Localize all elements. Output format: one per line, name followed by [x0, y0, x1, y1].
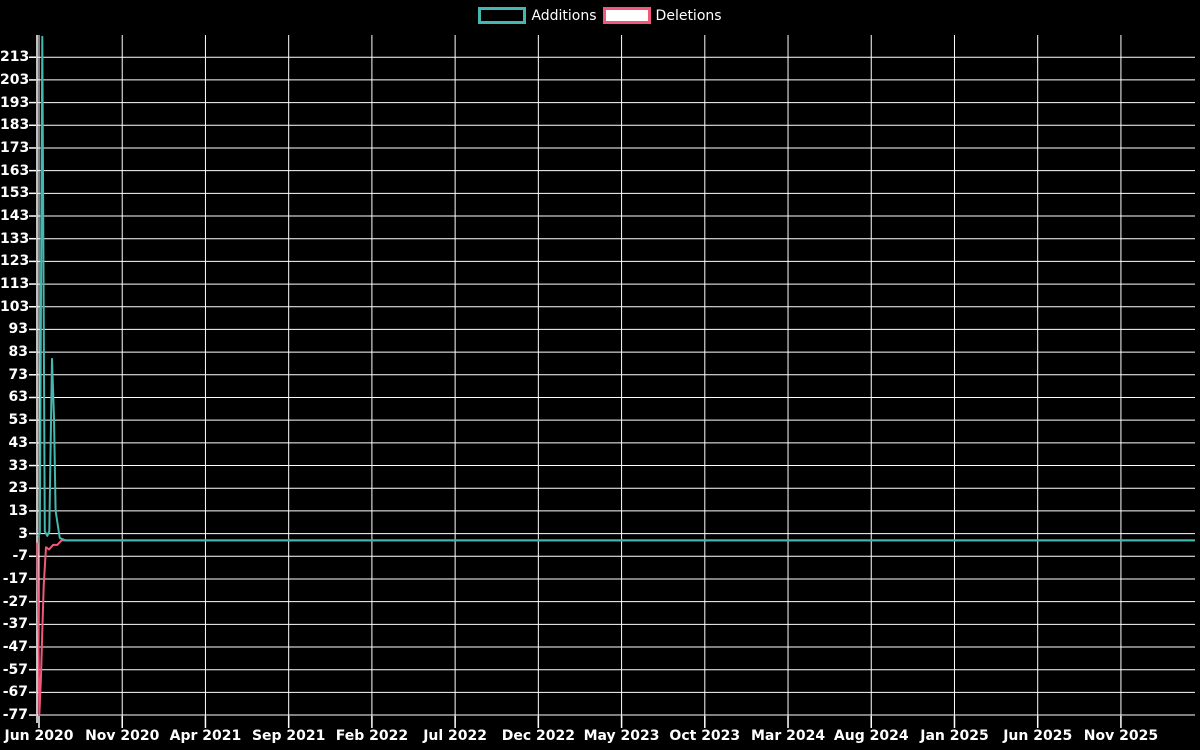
x-axis-label: Nov 2025 [1083, 728, 1159, 744]
y-axis-label: 73 [8, 366, 28, 383]
x-axis-label: Aug 2024 [833, 728, 909, 744]
y-axis-label: 153 [0, 185, 30, 202]
y-axis-label: 163 [0, 162, 30, 179]
legend-swatch-additions [478, 7, 527, 24]
y-axis-label: 103 [0, 298, 30, 315]
x-axis-label: Jun 2025 [1003, 728, 1073, 744]
deletions-line [36, 539, 1195, 717]
legend-item-deletions[interactable]: Deletions [602, 7, 722, 24]
y-axis-label: 83 [8, 344, 28, 361]
legend-label: Deletions [655, 7, 722, 24]
y-axis-label: -67 [2, 684, 28, 701]
y-axis-label: 213 [0, 49, 30, 66]
chart-legend: Additions Deletions [0, 7, 1200, 24]
y-axis-label: 183 [0, 117, 30, 134]
y-axis-label: 133 [0, 230, 30, 247]
y-axis-label: -57 [2, 661, 28, 678]
y-axis-label: 3 [18, 525, 28, 542]
y-axis-label: 113 [0, 276, 30, 293]
y-axis-label: 193 [0, 94, 30, 111]
x-axis-label: May 2023 [583, 728, 660, 744]
additions-line [36, 35, 1195, 542]
y-axis-label: -27 [2, 593, 28, 610]
y-axis-label: 203 [0, 71, 30, 88]
y-axis-label: -37 [2, 616, 28, 633]
y-axis-label: 43 [8, 434, 28, 451]
y-axis-label: 53 [8, 412, 28, 429]
x-axis-label: Jan 2025 [920, 728, 989, 744]
y-axis-label: -17 [2, 570, 28, 587]
x-axis-label: Sep 2021 [251, 728, 326, 744]
y-axis-label: 23 [8, 480, 28, 497]
y-axis-label: 173 [0, 139, 30, 156]
y-axis-label: -7 [12, 548, 28, 565]
y-axis-label: 143 [0, 208, 30, 225]
y-axis-label: -47 [2, 639, 28, 655]
y-axis-label: 123 [0, 253, 30, 270]
x-axis-label: Apr 2021 [169, 728, 242, 744]
x-axis-label: Jul 2022 [423, 728, 488, 744]
legend-label: Additions [531, 7, 597, 24]
x-axis-label: Nov 2020 [85, 728, 160, 744]
y-axis-label: 93 [8, 321, 28, 338]
x-axis-label: Feb 2022 [335, 728, 409, 744]
x-axis-label: Dec 2022 [501, 728, 575, 744]
x-axis-label: Oct 2023 [669, 728, 741, 744]
legend-item-additions[interactable]: Additions [478, 7, 597, 24]
legend-swatch-deletions [602, 7, 651, 24]
y-axis-label: 13 [8, 502, 28, 519]
y-axis-label: 33 [8, 457, 28, 474]
y-axis-label: 63 [8, 389, 28, 406]
x-axis-label: Mar 2024 [750, 728, 826, 744]
y-axis-label: -77 [2, 707, 28, 724]
x-axis-label: Jun 2020 [4, 728, 74, 744]
